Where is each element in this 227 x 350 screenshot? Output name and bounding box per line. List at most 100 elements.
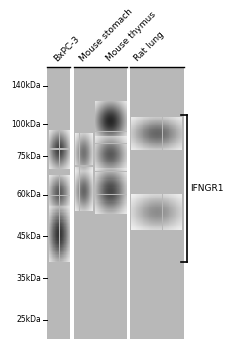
Bar [141,130,142,131]
Bar [151,197,152,198]
Bar [80,183,81,184]
Bar [164,215,165,216]
Bar [105,170,106,172]
Bar [119,116,120,117]
Bar [75,176,76,177]
Bar [166,209,167,210]
Bar [110,156,111,157]
Bar [134,138,135,139]
Bar [90,199,91,200]
Bar [103,150,104,151]
Bar [137,211,138,212]
Bar [119,169,120,170]
Bar [108,135,109,137]
Bar [94,154,95,155]
Bar [48,133,49,134]
Bar [166,149,167,150]
Bar [101,149,102,150]
Bar [113,211,114,212]
Bar [159,134,160,135]
Bar [156,221,157,222]
Bar [174,204,175,205]
Bar [68,181,69,182]
Bar [145,146,146,147]
Bar [119,120,120,121]
Bar [63,150,64,152]
Bar [123,199,124,200]
Bar [156,131,157,132]
Bar [156,123,157,124]
Bar [123,138,124,139]
Bar [175,140,176,141]
Bar [60,240,61,241]
Bar [157,131,158,132]
Bar [99,204,100,205]
Bar [50,176,51,177]
Bar [177,141,178,142]
Bar [74,156,75,157]
Bar [159,220,160,221]
Bar [105,109,106,110]
Bar [113,109,114,110]
Bar [112,139,113,140]
Bar [103,113,104,114]
Bar [57,226,58,227]
Bar [65,234,66,236]
Bar [120,183,121,184]
Bar [103,122,104,124]
Bar [113,202,114,203]
Bar [62,199,63,200]
Bar [97,102,98,103]
Bar [94,110,95,111]
Bar [122,169,123,170]
Bar [172,203,173,204]
Bar [102,192,103,193]
Bar [124,180,125,181]
Bar [148,123,149,124]
Bar [147,124,148,125]
Bar [164,117,165,118]
Bar [122,172,123,173]
Bar [89,140,90,141]
Bar [150,142,151,144]
Bar [136,142,137,144]
Bar [81,188,82,189]
Bar [102,107,103,108]
Bar [57,209,58,210]
Bar [95,213,96,214]
Bar [115,181,116,182]
Bar [118,188,119,189]
Bar [160,121,161,122]
Bar [109,156,110,157]
Bar [112,168,113,169]
Bar [134,125,135,126]
Bar [153,203,154,204]
Bar [83,208,84,209]
Bar [91,141,92,142]
Bar [76,151,77,152]
Bar [96,139,97,140]
Bar [82,137,83,138]
Bar [111,138,112,139]
Bar [52,164,53,165]
Bar [121,135,122,137]
Bar [80,134,81,135]
Bar [64,213,65,215]
Bar [135,117,136,118]
Bar [170,222,171,223]
Bar [180,208,181,209]
Bar [97,162,98,163]
Bar [121,111,122,112]
Bar [65,153,66,154]
Bar [66,237,67,238]
Bar [103,153,104,154]
Bar [159,146,160,147]
Bar [149,203,150,204]
Bar [94,184,95,185]
Bar [160,222,161,223]
Bar [178,209,179,210]
Bar [80,185,81,186]
Bar [107,117,108,118]
Bar [158,149,159,150]
Bar [57,181,58,182]
